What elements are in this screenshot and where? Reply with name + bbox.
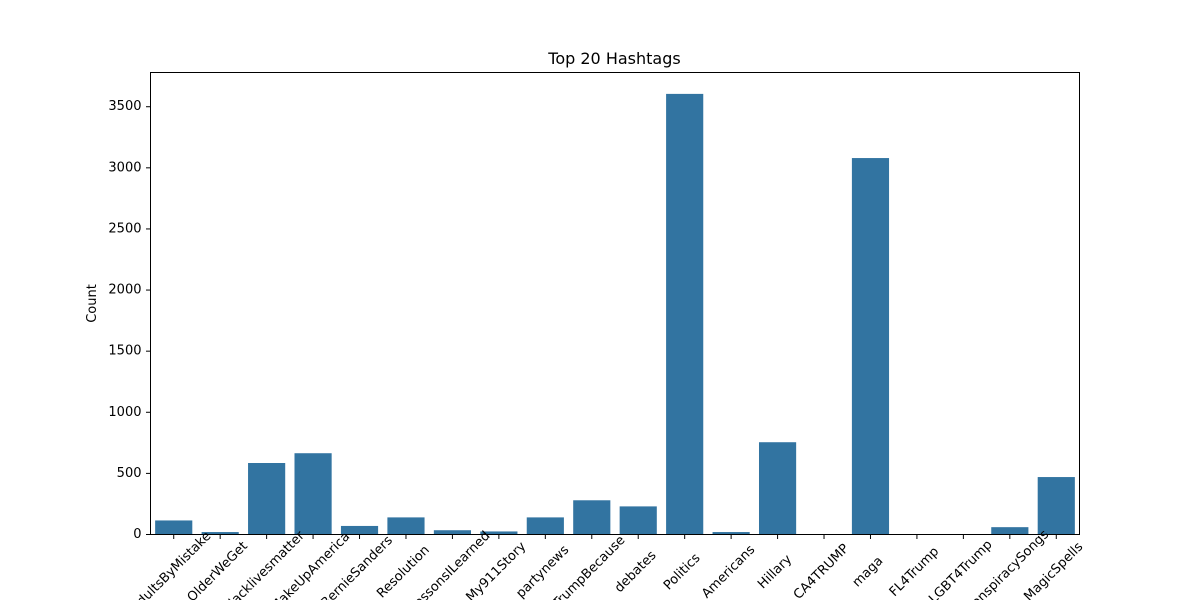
- bar-blacklivesmatter: [248, 463, 286, 535]
- bar-lessonsilearned: [433, 530, 472, 535]
- bar-trumpbecause: [573, 500, 611, 535]
- x-axis: AdultsByMistakeOlderWeGetblacklivesmatte…: [128, 527, 1086, 600]
- bar-olderweget: [201, 532, 239, 535]
- x-tick-label: Politics: [661, 551, 704, 594]
- y-tick-label: 1500: [108, 344, 141, 359]
- x-tick-label: CA4TRUMP: [791, 541, 852, 600]
- bars-group: [155, 93, 1075, 535]
- plot-frame: [150, 72, 1080, 535]
- y-tick-label: 3000: [108, 160, 141, 175]
- y-tick-label: 1000: [108, 405, 141, 420]
- bar-berniesanders: [340, 525, 379, 535]
- bar-debates: [619, 506, 657, 535]
- bar-magicspells: [1037, 477, 1075, 535]
- y-axis: 0 500 1000 1500 2000 2500 3000 3500: [108, 99, 151, 542]
- bar-politics: [666, 93, 704, 535]
- bar-americans: [712, 532, 750, 535]
- x-tick-label: Americans: [699, 542, 758, 600]
- y-tick-label: 2000: [108, 283, 141, 298]
- y-axis-label: Count: [85, 284, 100, 323]
- bar-resolution: [387, 517, 425, 535]
- x-tick-label: debates: [612, 548, 660, 596]
- bar-maga: [851, 158, 890, 535]
- y-tick-label: 500: [117, 466, 142, 481]
- bar-adultsbymistake: [155, 520, 193, 535]
- chart-title: Top 20 Hashtags: [547, 49, 680, 68]
- bar-makeupamerica: [294, 453, 332, 535]
- y-tick-label: 2500: [108, 221, 141, 236]
- y-tick-label: 0: [133, 527, 141, 542]
- y-tick-label: 3500: [108, 99, 141, 114]
- bar-partynews: [526, 517, 564, 535]
- bar-my911story: [480, 531, 518, 535]
- x-tick-label: Hillary: [755, 552, 795, 592]
- bar-hillary: [758, 442, 797, 535]
- bar-conspiracysongs: [991, 527, 1029, 535]
- x-tick-label: maga: [850, 554, 887, 591]
